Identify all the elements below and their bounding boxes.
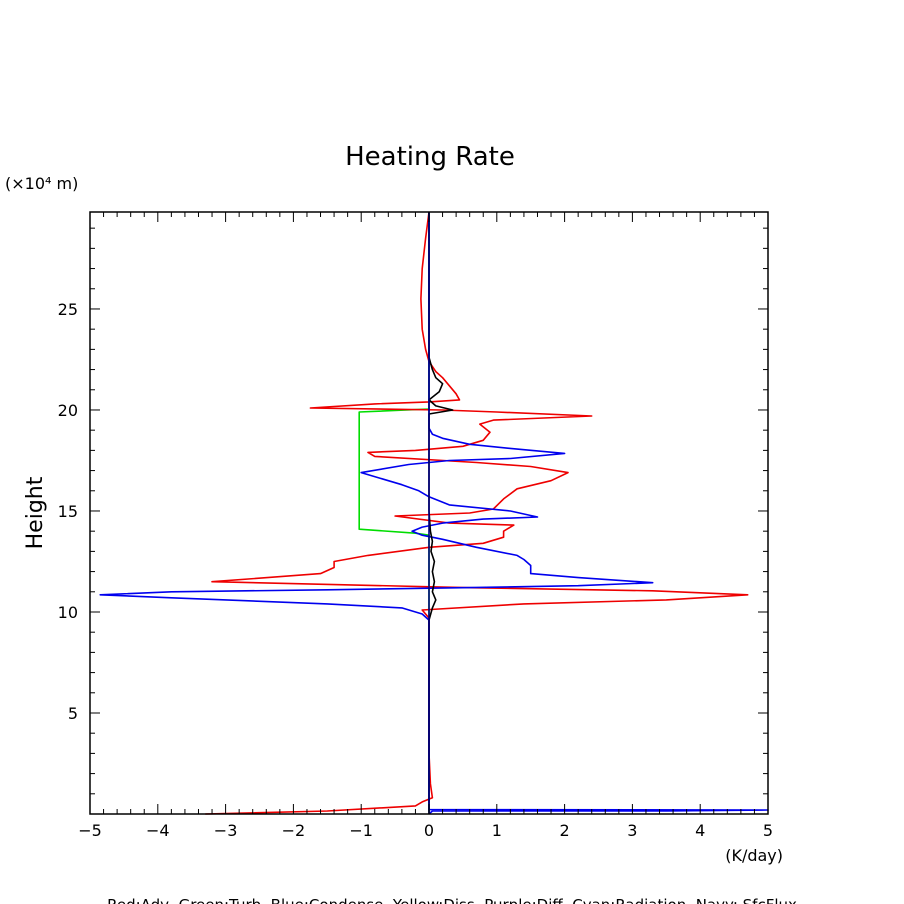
x-tick-label: 0: [424, 821, 434, 840]
x-tick-label: 3: [627, 821, 637, 840]
y-unit-label: (×10⁴ m): [5, 174, 78, 193]
plot-frame: [89, 211, 769, 815]
y-tick-label: 20: [58, 401, 78, 420]
x-tick-label: 5: [763, 821, 773, 840]
x-tick-label: 2: [560, 821, 570, 840]
y-tick-label: 15: [58, 502, 78, 521]
x-unit-label: (K/day): [725, 846, 783, 865]
x-tick-label: −1: [349, 821, 373, 840]
x-tick-label: 4: [695, 821, 705, 840]
x-tick-label: 1: [492, 821, 502, 840]
legend-text: Red:Adv Green:Turb Blue:Condense Yellow:…: [107, 896, 797, 904]
x-tick-label: −5: [78, 821, 102, 840]
y-tick-label: 25: [58, 300, 78, 319]
series-line-0: [358, 212, 430, 812]
series-line-2: [99, 212, 769, 815]
x-tick-label: −2: [282, 821, 306, 840]
series-layer: [99, 211, 769, 815]
y-tick-label: 5: [68, 704, 78, 723]
x-tick-label: −4: [146, 821, 170, 840]
y-axis-label: Height: [23, 476, 48, 549]
chart-title: Heating Rate: [345, 142, 515, 172]
tick-labels: −5 −4 −3 −2 −1 0 1 2 3 4 5 5 10 15 20 25: [58, 300, 773, 840]
series-line-1: [205, 211, 749, 815]
series-line-3: [428, 212, 454, 814]
x-tick-label: −3: [214, 821, 238, 840]
axis-ticks: [89, 212, 769, 814]
y-tick-label: 10: [58, 603, 78, 622]
